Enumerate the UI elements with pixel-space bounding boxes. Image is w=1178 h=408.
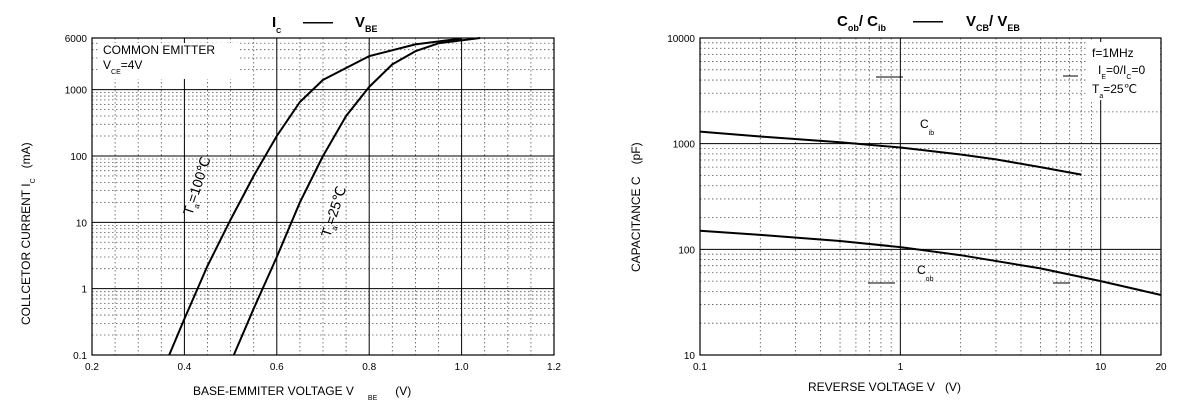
chart1-y-tick-label: 10 xyxy=(76,218,88,229)
chart2-series-line-1 xyxy=(699,130,1082,176)
chart1-y-tick-label: 6000 xyxy=(65,34,88,45)
chart2-x-tick-label: 20 xyxy=(1155,362,1167,373)
chart2-y-tick-label: 10000 xyxy=(667,34,695,45)
chart2-condition-frequency: f=1MHz xyxy=(1092,46,1134,60)
chart1-condition-vce: VCE=4V xyxy=(103,58,142,76)
chart2-y-tick-label: 1000 xyxy=(673,140,696,151)
chart2-title-vcb-veb: VCB/ VEB xyxy=(966,13,1020,33)
chart2-x-axis-label: REVERSE VOLTAGE V (V) xyxy=(808,380,961,394)
chart1-series-line-1 xyxy=(168,37,462,356)
chart1-x-ticks: 0.2 0.4 0.6 0.8 1.0 1.2 xyxy=(85,362,561,373)
chart2-series-line-2 xyxy=(699,229,1162,296)
chart2-condition-temperature: Ta=25℃ xyxy=(1092,82,1137,100)
chart1-grid xyxy=(91,37,555,356)
chart1-plot-frame xyxy=(91,37,555,356)
chart1-condition-common-emitter: COMMON EMITTER xyxy=(103,43,215,57)
chart1-title-vbe: VBE xyxy=(355,14,378,34)
chart2-y-tick-label: 100 xyxy=(678,245,695,256)
series-label-ta-25: Ta=25℃ xyxy=(318,184,352,240)
chart1-y-axis-label: COLLCETOR CURRENT IC(mA) xyxy=(19,142,37,325)
chart1-y-tick-label: 1000 xyxy=(65,86,88,97)
chart1-x-tick-label: 0.8 xyxy=(362,362,376,373)
chart2-plot-frame xyxy=(699,37,1162,356)
chart1-legend-box xyxy=(100,43,240,79)
series-label-cob: Cob xyxy=(917,263,934,283)
chart1-y-tick-label: 0.1 xyxy=(73,351,87,362)
chart2-condition-ie-ic: IE=0/IC=0 xyxy=(1098,63,1145,81)
chart2-x-tick-label: 0.1 xyxy=(693,362,707,373)
chart1-x-tick-label: 0.4 xyxy=(177,362,191,373)
chart1-y-ticks: 0.1 1 10 100 1000 6000 xyxy=(65,34,88,362)
chart1-y-tick-label: 1 xyxy=(81,285,87,296)
chart2-x-ticks: 0.1 1 10 20 xyxy=(693,362,1167,373)
chart2-title-dash: —— xyxy=(913,13,943,30)
ic-vbe-chart: IC —— VBE 0.1 1 10 100 1000 6000 0.2 0.4 0.6 0.8… xyxy=(19,14,561,402)
chart1-series xyxy=(168,37,481,356)
chart2-title-cob-cib: Cob/ Cib xyxy=(837,13,887,33)
chart1-title-ic: IC xyxy=(272,14,281,35)
chart1-x-axis-label: BASE-EMMITER VOLTAGE VBE(V) xyxy=(193,384,411,402)
series-label-ta-100: Ta=100℃ xyxy=(180,155,217,218)
chart2-x-tick-label: 1 xyxy=(898,362,904,373)
chart2-x-tick-label: 10 xyxy=(1095,362,1107,373)
chart2-y-axis-label: CAPACITANCE C(pF) xyxy=(629,142,643,272)
chart1-x-tick-label: 1.2 xyxy=(547,362,561,373)
chart1-y-tick-label: 100 xyxy=(70,152,87,163)
chart1-title-dash: —— xyxy=(303,14,333,31)
chart1-x-tick-label: 1.0 xyxy=(455,362,469,373)
chart2-grid xyxy=(699,37,1162,356)
chart1-x-tick-label: 0.2 xyxy=(85,362,99,373)
chart2-series xyxy=(699,130,1162,296)
chart2-y-ticks: 10 100 1000 10000 xyxy=(667,34,695,362)
chart2-legend-box xyxy=(1088,42,1158,100)
chart1-x-tick-label: 0.6 xyxy=(270,362,284,373)
chart1-series-line-2 xyxy=(232,37,481,356)
series-label-cib: Cib xyxy=(920,117,934,137)
chart2-y-tick-label: 10 xyxy=(684,351,696,362)
